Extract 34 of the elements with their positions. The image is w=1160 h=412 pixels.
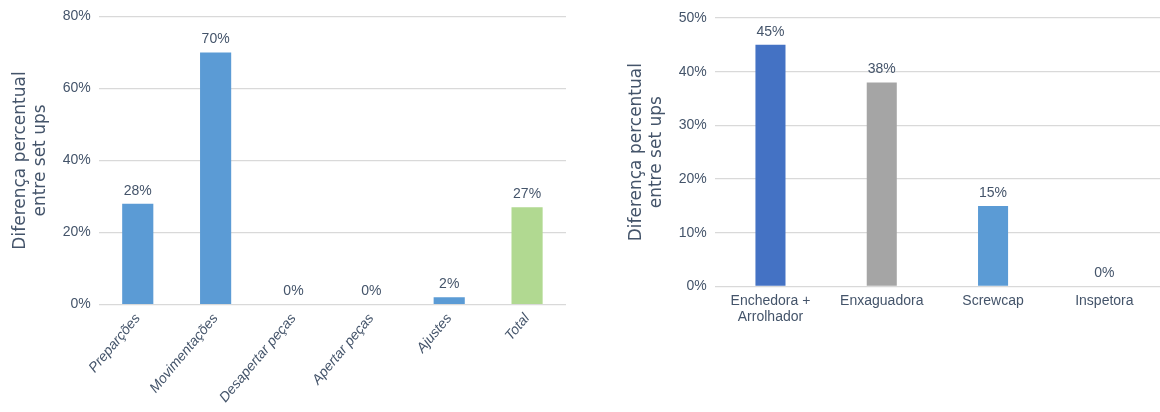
y-tick-label: 40% — [678, 62, 707, 79]
data-label: 38% — [867, 60, 896, 77]
y-tick-label: 80% — [62, 7, 91, 24]
y-tick-label: 30% — [678, 116, 707, 133]
data-label: 2% — [439, 275, 460, 292]
data-label: 28% — [123, 181, 152, 198]
bar — [511, 207, 543, 304]
bar — [433, 297, 465, 304]
data-label: 0% — [283, 282, 304, 299]
x-tick-label: Enxaguadora — [840, 291, 924, 308]
y-tick-label: 20% — [678, 169, 707, 186]
data-label: 15% — [979, 183, 1008, 200]
data-label: 0% — [361, 282, 382, 299]
y-axis-title: Diferença percentual entre set ups — [8, 71, 50, 250]
y-tick-label: 0% — [686, 277, 707, 294]
y-tick-label: 10% — [678, 223, 707, 240]
y-tick-label: 50% — [678, 8, 707, 25]
bar — [866, 82, 897, 286]
bar — [200, 52, 232, 304]
y-axis-title: Diferença percentual entre set ups — [624, 63, 666, 242]
x-tick-label: Inspetora — [1075, 291, 1134, 308]
data-label: 0% — [1094, 264, 1115, 281]
y-tick-label: 20% — [62, 223, 91, 240]
data-label: 70% — [201, 30, 230, 47]
x-tick-label: Screwcap — [962, 291, 1025, 308]
data-label: 27% — [513, 185, 542, 202]
y-tick-label: 0% — [70, 295, 91, 312]
y-tick-label: 40% — [62, 151, 91, 168]
bar — [755, 44, 786, 286]
bar — [978, 205, 1009, 286]
x-tick-label: Enchedora + Arrolhador — [730, 291, 811, 325]
data-label: 45% — [756, 22, 785, 39]
y-tick-label: 60% — [62, 79, 91, 96]
bar — [122, 203, 154, 304]
